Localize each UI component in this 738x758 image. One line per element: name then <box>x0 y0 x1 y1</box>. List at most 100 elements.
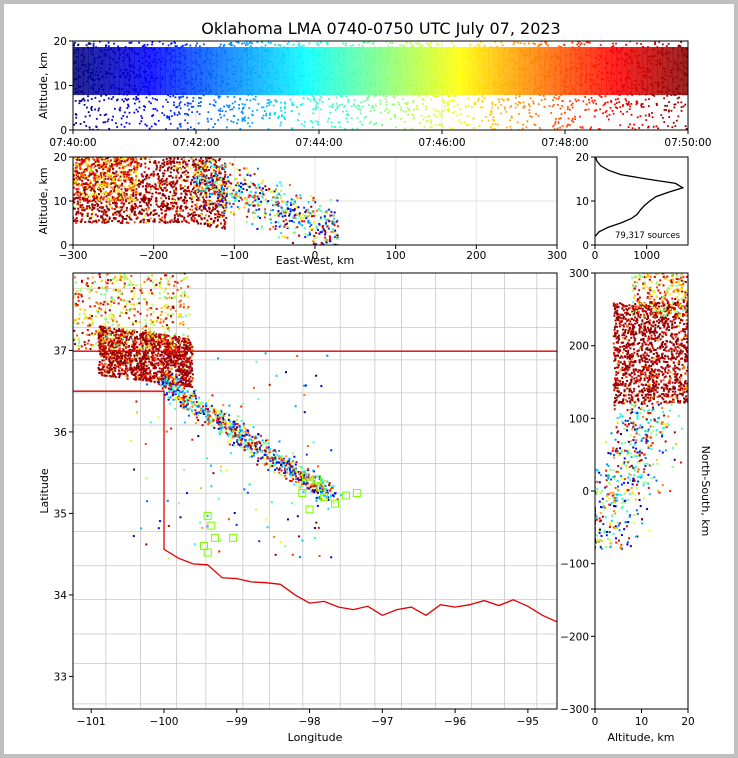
time-altitude-source <box>157 119 160 122</box>
time-altitude-density <box>237 47 243 96</box>
ew-altitude-source <box>114 157 117 159</box>
time-altitude-source <box>338 104 341 106</box>
ew-altitude-source <box>171 197 174 200</box>
ew-altitude-source <box>194 190 197 193</box>
ew-altitude-source <box>80 219 83 222</box>
ew-altitude-source <box>115 153 117 155</box>
ew-altitude-source <box>73 207 75 210</box>
ew-altitude-source <box>199 153 201 155</box>
ew-altitude-source <box>153 220 156 223</box>
ew-altitude-source <box>175 153 177 155</box>
time-altitude-source <box>265 112 268 115</box>
time-altitude-density <box>283 47 289 96</box>
ew-altitude-source <box>295 214 298 217</box>
time-altitude-source <box>425 120 428 123</box>
ew-altitude-source <box>154 183 157 186</box>
ew-altitude-source <box>270 208 273 211</box>
time-altitude-source <box>409 41 412 44</box>
ew-altitude-source <box>135 214 138 217</box>
ew-altitude-source <box>86 214 89 217</box>
ew-altitude-source <box>281 215 284 218</box>
time-altitude-density <box>88 47 94 96</box>
ew-altitude-source <box>195 208 198 211</box>
ew-altitude-source <box>209 183 212 186</box>
ew-altitude-source <box>191 201 194 204</box>
time-altitude-source <box>123 100 125 103</box>
time-altitude-source <box>314 120 317 123</box>
time-altitude-source <box>301 45 303 48</box>
time-altitude-source <box>628 108 631 110</box>
time-altitude-source <box>678 96 681 99</box>
ew-altitude-source <box>164 204 167 207</box>
ew-altitude-source <box>327 227 330 230</box>
time-altitude-source <box>339 95 342 97</box>
time-altitude-source <box>196 110 199 113</box>
time-altitude-source <box>528 109 531 111</box>
ew-altitude-source <box>170 202 173 205</box>
time-altitude-source <box>351 127 354 130</box>
ew-altitude-source <box>215 225 218 228</box>
time-altitude-source <box>493 128 496 130</box>
time-altitude-source <box>347 98 350 101</box>
time-altitude-source <box>107 45 110 48</box>
ew-altitude-source <box>202 201 205 204</box>
time-altitude-source <box>245 41 248 44</box>
ew-altitude-source <box>180 174 183 177</box>
ew-altitude-source <box>182 161 185 164</box>
time-altitude-source <box>580 42 583 45</box>
ew-altitude-source <box>183 219 186 222</box>
ew-altitude-source <box>165 189 168 192</box>
ew-altitude-source <box>154 186 157 189</box>
time-altitude-source <box>458 119 461 122</box>
time-altitude-source <box>373 109 376 111</box>
time-altitude-source <box>502 99 505 102</box>
time-tick-label: 07:40:00 <box>49 137 96 149</box>
time-altitude-source <box>150 102 152 105</box>
ew-altitude-source <box>331 220 334 223</box>
ew-altitude-source <box>289 204 292 207</box>
ew-altitude-source <box>212 206 215 209</box>
time-altitude-source <box>73 123 76 126</box>
ew-altitude-source <box>151 154 153 156</box>
time-altitude-density <box>498 47 504 96</box>
time-altitude-source <box>176 127 179 130</box>
ew-altitude-source <box>225 195 228 198</box>
ew-altitude-source <box>159 164 162 167</box>
ew-altitude-source <box>128 177 131 180</box>
time-altitude-source <box>471 106 473 109</box>
time-altitude-source <box>404 127 406 130</box>
time-altitude-source <box>556 104 559 106</box>
ew-altitude-source <box>130 200 133 203</box>
time-altitude-source <box>466 115 469 118</box>
ew-altitude-source <box>105 205 108 208</box>
time-altitude-source <box>401 97 404 100</box>
ew-altitude-source <box>304 233 307 236</box>
ew-altitude-source <box>75 211 78 214</box>
ew-altitude-source <box>95 179 98 182</box>
ew-altitude-source <box>299 194 302 197</box>
time-altitude-source <box>141 45 144 48</box>
ew-altitude-source <box>173 214 176 217</box>
ew-altitude-source <box>108 157 111 159</box>
ew-altitude-source <box>86 212 89 215</box>
ew-altitude-source <box>149 203 152 206</box>
ew-altitude-source <box>91 172 94 175</box>
ew-altitude-source <box>258 200 261 203</box>
ew-altitude-source <box>177 197 180 200</box>
ew-altitude-source <box>108 170 111 173</box>
ew-altitude-source <box>131 186 134 189</box>
ew-altitude-source <box>118 157 121 159</box>
ew-altitude-source <box>151 192 154 195</box>
ew-altitude-source <box>200 168 203 171</box>
ew-altitude-source <box>73 200 75 203</box>
ew-altitude-source <box>93 185 96 188</box>
ew-altitude-source <box>84 183 87 186</box>
ew-altitude-source <box>282 220 285 223</box>
time-altitude-source <box>312 108 315 111</box>
ew-altitude-source <box>294 227 297 230</box>
time-altitude-source <box>412 101 415 104</box>
time-altitude-source <box>405 110 407 113</box>
ew-altitude-source <box>318 223 321 226</box>
time-altitude-source <box>472 117 475 120</box>
ew-altitude-source <box>76 183 79 186</box>
